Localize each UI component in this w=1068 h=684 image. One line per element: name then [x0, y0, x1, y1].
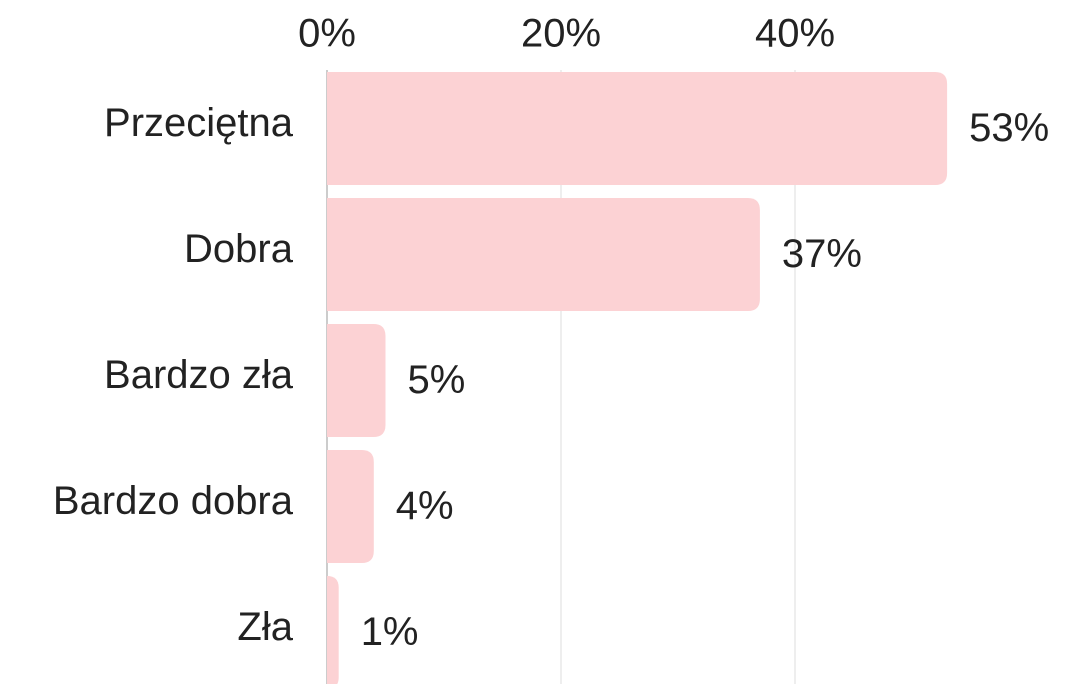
x-tick-label: 40% [755, 12, 835, 56]
data-label: 37% [782, 232, 862, 276]
x-tick-label: 0% [298, 12, 356, 56]
y-tick-label: Przeciętna [104, 101, 294, 145]
y-tick-label: Dobra [184, 227, 294, 271]
bar [327, 576, 339, 684]
bar [327, 450, 374, 563]
data-label: 4% [396, 484, 454, 528]
data-label: 5% [408, 358, 466, 402]
y-tick-label: Bardzo dobra [53, 479, 294, 523]
y-tick-label: Zła [237, 605, 293, 649]
bar [327, 324, 386, 437]
data-label: 53% [969, 106, 1049, 150]
bar [327, 198, 760, 311]
data-label: 1% [361, 610, 419, 654]
y-tick-label: Bardzo zła [104, 353, 294, 397]
bar [327, 72, 948, 185]
x-tick-label: 20% [521, 12, 601, 56]
